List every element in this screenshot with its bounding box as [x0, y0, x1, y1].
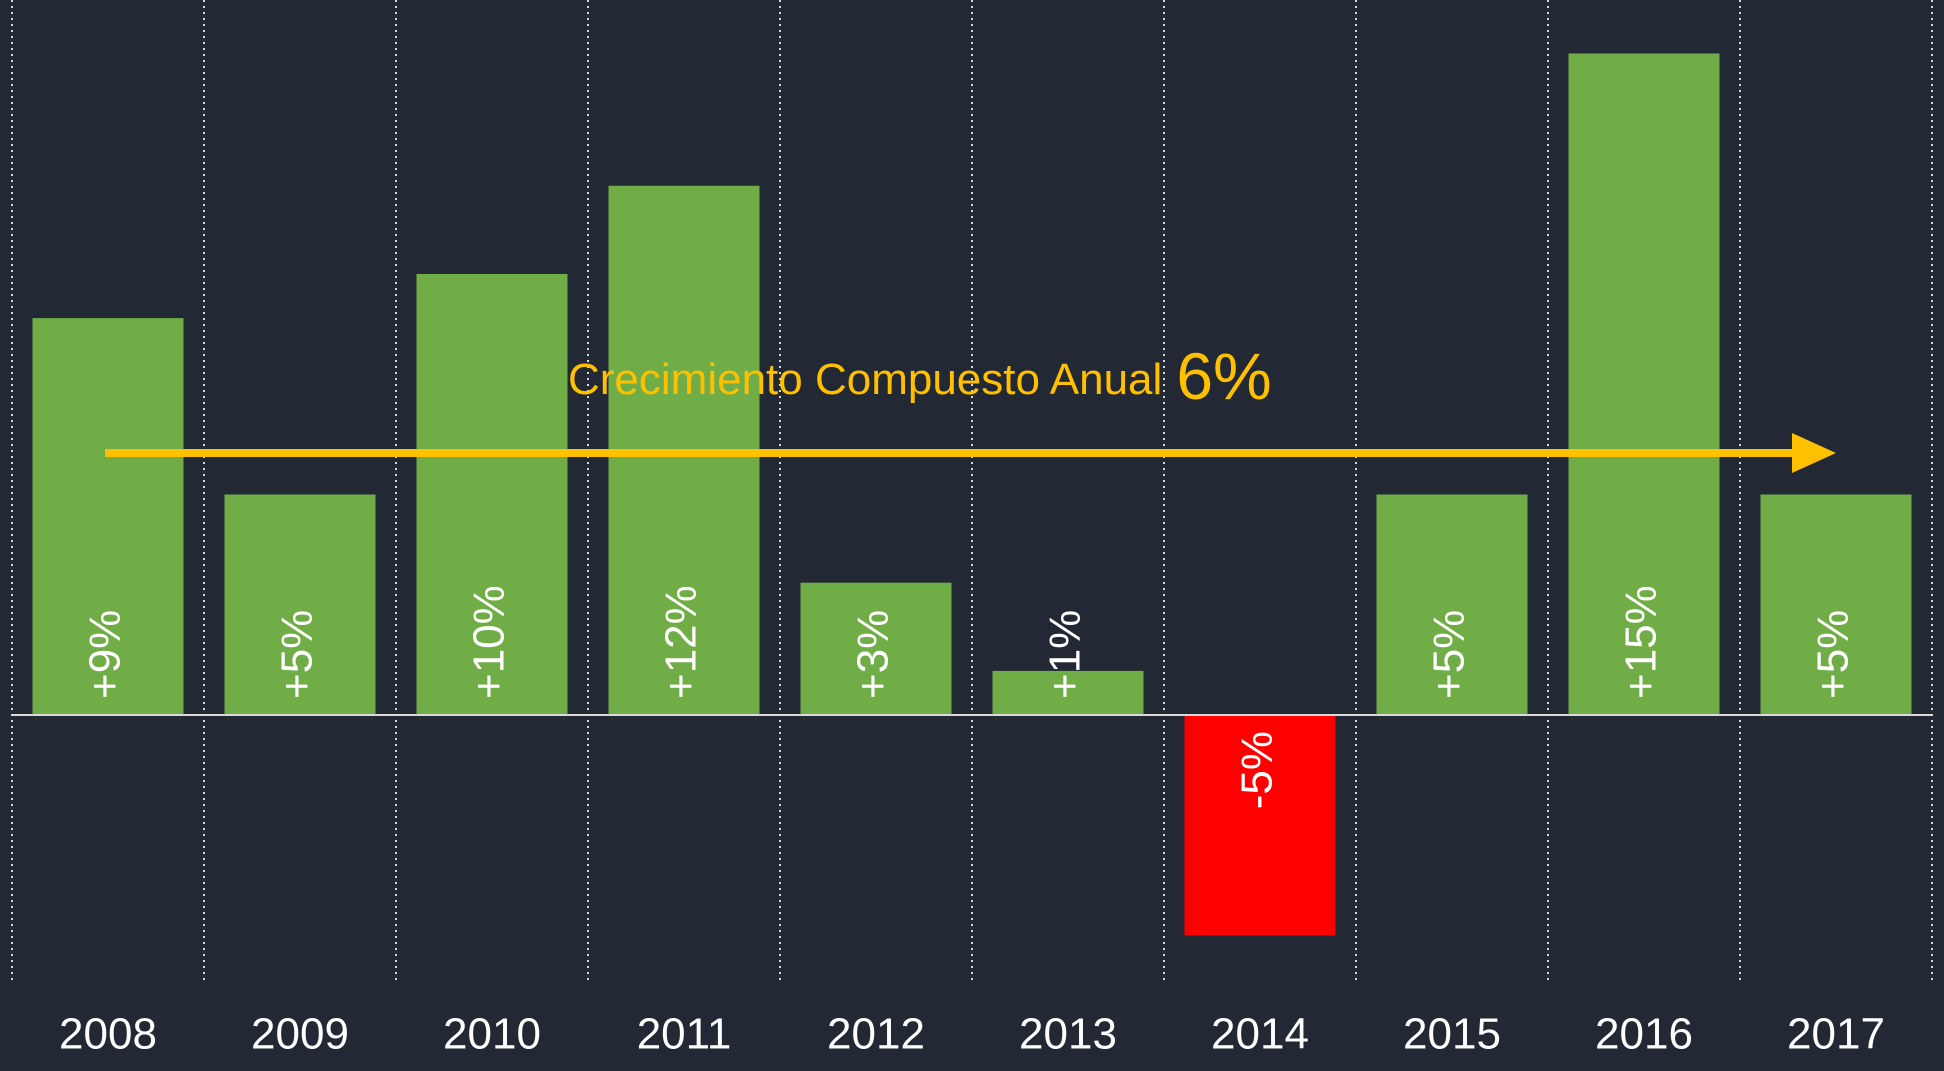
- x-tick-label: 2008: [59, 1010, 157, 1059]
- value-label: +1%: [1041, 610, 1090, 699]
- value-label: +5%: [273, 610, 322, 699]
- value-label: +5%: [1425, 610, 1474, 699]
- bar: [1760, 494, 1912, 715]
- annotation-value: 6%: [1176, 339, 1271, 413]
- value-label: +12%: [657, 585, 706, 699]
- value-label: +5%: [1809, 610, 1858, 699]
- bar: [416, 274, 568, 715]
- bar: [32, 318, 184, 715]
- x-tick-label: 2009: [251, 1010, 349, 1059]
- annotation: Crecimiento Compuesto Anual 6%: [568, 339, 1272, 413]
- x-tick-label: 2014: [1211, 1010, 1309, 1059]
- x-tick-label: 2010: [443, 1010, 541, 1059]
- value-label: +3%: [849, 610, 898, 699]
- value-label: +15%: [1617, 585, 1666, 699]
- x-tick-label: 2016: [1595, 1010, 1693, 1059]
- x-tick-label: 2015: [1403, 1010, 1501, 1059]
- arrow-head: [1792, 433, 1836, 473]
- value-label: +9%: [81, 610, 130, 699]
- x-tick-label: 2011: [637, 1010, 732, 1059]
- value-label: -5%: [1233, 731, 1282, 809]
- bar: [800, 582, 952, 715]
- value-label: +10%: [465, 585, 514, 699]
- annotation-text: Crecimiento Compuesto Anual: [568, 355, 1162, 404]
- bar: [1376, 494, 1528, 715]
- bar: [1568, 53, 1720, 715]
- x-tick-label: 2013: [1019, 1010, 1117, 1059]
- bar: [224, 494, 376, 715]
- bar: [1184, 715, 1336, 936]
- x-tick-label: 2017: [1787, 1010, 1885, 1059]
- bar: [992, 670, 1144, 715]
- x-tick-label: 2012: [827, 1010, 925, 1059]
